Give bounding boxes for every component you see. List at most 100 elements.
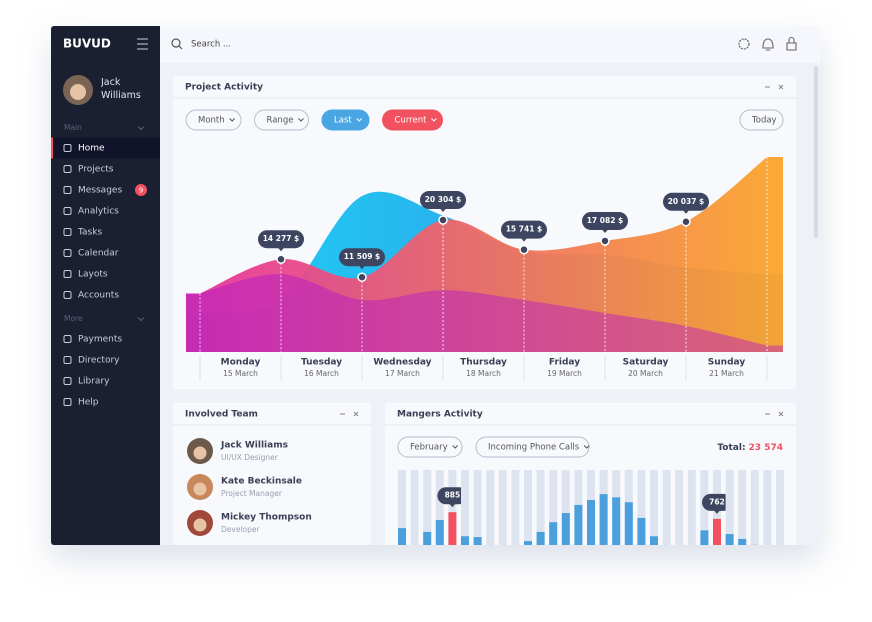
bar (725, 534, 734, 545)
filter-label: Last (334, 116, 352, 126)
user-name: Jack Williams (101, 77, 141, 101)
settings-icon[interactable] (738, 38, 750, 50)
day-date: 17 March (385, 369, 420, 378)
day-date: 16 March (304, 369, 339, 378)
filter-button[interactable] (185, 109, 242, 131)
chevron (356, 118, 363, 122)
nav-active-bar (51, 137, 53, 159)
area-chart (186, 157, 783, 352)
chevron (137, 126, 145, 131)
filter-button[interactable] (475, 436, 590, 458)
nav-item[interactable]: Projects (78, 165, 114, 175)
bar-track (511, 470, 520, 545)
value-label-tip (440, 208, 446, 213)
bar (688, 549, 696, 560)
nav-icon (63, 335, 72, 343)
day-name: Saturday (623, 358, 669, 368)
bar (587, 500, 595, 545)
bar (423, 531, 432, 545)
bar (524, 541, 532, 545)
filter-button[interactable] (321, 109, 370, 131)
value-label-tip (278, 247, 284, 252)
chevron (298, 118, 304, 122)
nav-item[interactable]: Help (78, 398, 99, 408)
data-point (600, 236, 610, 246)
value-label-tip (521, 238, 527, 242)
close-icon[interactable] (353, 411, 359, 417)
nav-icon (63, 165, 72, 173)
nav-section-title: Main (64, 123, 82, 132)
bar (398, 528, 406, 545)
close-icon[interactable] (778, 84, 784, 90)
close-icon[interactable] (778, 411, 784, 417)
day-date: 19 March (547, 369, 582, 378)
bar-label-bg (437, 487, 468, 505)
member-name: Mickey Thompson (221, 513, 312, 523)
bar (738, 538, 747, 545)
bar (561, 513, 570, 545)
member-avatar-face (193, 446, 207, 460)
value-label-bg (339, 248, 385, 267)
total-value: 23 574 (749, 443, 783, 453)
filter-button[interactable] (739, 109, 784, 131)
nav-item[interactable]: Accounts (78, 291, 119, 301)
day-date: 18 March (466, 369, 501, 378)
bar (411, 549, 419, 560)
member-avatar-face (193, 518, 207, 532)
nav-item[interactable]: Calendar (78, 249, 119, 259)
filter-button[interactable] (254, 109, 309, 131)
nav-item[interactable]: Tasks (77, 228, 102, 238)
filter-button[interactable] (397, 436, 463, 458)
nav-icon (63, 186, 72, 194)
member-name: Kate Beckinsale (221, 477, 302, 487)
day-date: 21 March (709, 369, 744, 378)
nav-item[interactable]: Layots (78, 270, 108, 280)
panel-title: Involved Team (185, 410, 258, 420)
bar-track (473, 470, 482, 545)
bar (612, 497, 621, 545)
search-input[interactable]: Search ... (191, 40, 231, 50)
day-name: Tuesday (301, 358, 342, 368)
chevron (431, 118, 437, 122)
nav-item[interactable]: Home (78, 144, 105, 154)
bar (663, 549, 671, 560)
nav-item[interactable]: Library (78, 377, 110, 387)
bell-icon[interactable] (762, 38, 774, 51)
bar-label: 885 (445, 491, 461, 500)
total-label: Total: (717, 443, 745, 453)
bar-label-bg (702, 493, 732, 511)
nav-icon (63, 270, 72, 278)
bar-track (423, 470, 432, 545)
bar (750, 544, 759, 545)
nav-icon (63, 377, 72, 385)
data-point (519, 244, 529, 255)
nav-item[interactable]: Directory (78, 356, 120, 366)
nav-item[interactable]: Messages (78, 186, 122, 196)
nav-section-title: More (64, 314, 83, 323)
bar (776, 549, 784, 560)
scrollbar (814, 66, 818, 238)
member-avatar-face (193, 482, 207, 496)
bar (549, 522, 558, 545)
bar-label-tip (449, 503, 456, 508)
nav-item[interactable]: Payments (78, 335, 122, 345)
chevron (583, 445, 590, 449)
nav-item[interactable]: Analytics (78, 207, 119, 217)
lock-icon[interactable] (786, 36, 797, 51)
value-label: 15 741 $ (506, 225, 543, 234)
filter-button[interactable] (382, 109, 443, 131)
badge (135, 184, 147, 196)
area (186, 273, 783, 352)
bar-track (700, 470, 709, 545)
value-label-bg (258, 230, 304, 249)
day-name: Friday (549, 358, 580, 368)
bar-track (763, 470, 772, 545)
bar (713, 518, 721, 545)
value-label-bg (663, 192, 709, 211)
bar-track (776, 470, 784, 545)
data-point (681, 217, 691, 227)
bar-label-tip (714, 510, 720, 514)
value-label-tip (602, 229, 608, 233)
user-name-box: Jack Williams (101, 77, 141, 101)
